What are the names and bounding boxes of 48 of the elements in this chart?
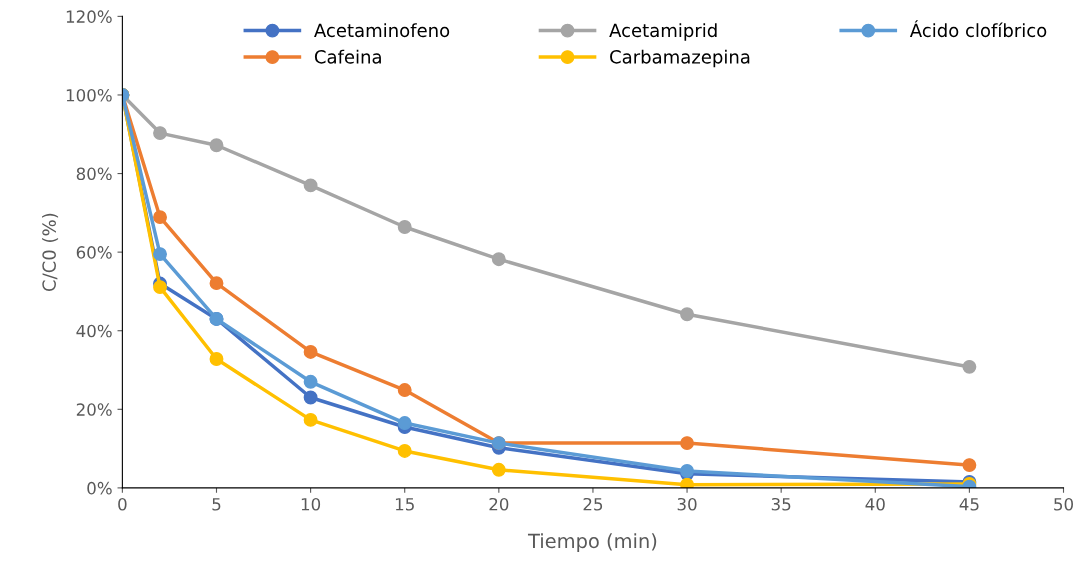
legend-label: Acetamiprid bbox=[609, 23, 717, 41]
x-tick-label: 15 bbox=[395, 498, 414, 511]
y-tick-label: 100% bbox=[66, 88, 112, 102]
point bbox=[303, 412, 318, 427]
x-axis-title: Tiempo (min) bbox=[527, 533, 657, 553]
legend-label: Acetaminofeno bbox=[314, 23, 450, 38]
point bbox=[153, 280, 167, 295]
x-tick-label: 0 bbox=[118, 497, 127, 511]
x-tick-label: 10 bbox=[301, 497, 321, 511]
point bbox=[209, 138, 224, 153]
point bbox=[303, 390, 318, 405]
y-tick-label: 20% bbox=[76, 403, 112, 416]
point bbox=[491, 462, 506, 477]
point bbox=[153, 247, 167, 262]
x-tick-label: 20 bbox=[489, 497, 509, 511]
y-tick-label: 60% bbox=[76, 246, 112, 259]
point bbox=[962, 359, 977, 374]
point bbox=[303, 178, 318, 193]
point bbox=[397, 416, 412, 431]
legend-label: Cafeina bbox=[314, 49, 381, 64]
point bbox=[303, 344, 318, 359]
y-tick-label: 40% bbox=[76, 324, 112, 338]
y-tick-label: 0% bbox=[87, 481, 112, 495]
x-tick-label: 30 bbox=[677, 497, 697, 511]
point bbox=[397, 444, 412, 458]
point bbox=[153, 210, 167, 225]
point bbox=[491, 252, 506, 267]
y-axis-title: C/C0 (%) bbox=[42, 213, 59, 292]
point bbox=[209, 276, 224, 291]
legend-label: Ácido clofíbrico bbox=[909, 20, 1047, 38]
y-tick-label: 120% bbox=[66, 10, 112, 23]
point bbox=[303, 374, 318, 389]
x-tick-label: 35 bbox=[771, 497, 791, 511]
point bbox=[680, 307, 695, 322]
y-tick-label: 80% bbox=[76, 167, 112, 181]
legend-label: Carbamazepina bbox=[610, 49, 750, 68]
point bbox=[962, 458, 977, 473]
point bbox=[397, 220, 412, 234]
x-tick-label: 40 bbox=[865, 497, 885, 511]
x-tick-label: 5 bbox=[212, 498, 221, 511]
point bbox=[153, 126, 167, 141]
point bbox=[680, 477, 695, 488]
x-tick-label: 25 bbox=[583, 497, 603, 511]
point bbox=[209, 352, 224, 366]
point bbox=[397, 383, 412, 397]
point bbox=[680, 436, 695, 451]
x-tick-label: 50 bbox=[1054, 497, 1073, 511]
x-tick-label: 45 bbox=[959, 498, 979, 511]
